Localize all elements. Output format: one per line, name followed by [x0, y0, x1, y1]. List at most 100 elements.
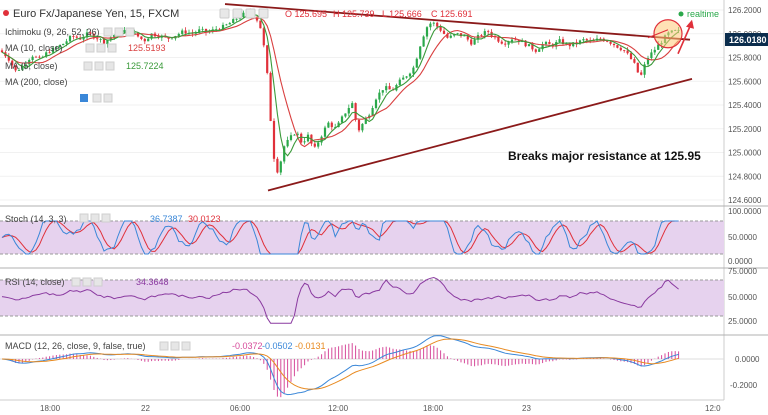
candle-body — [585, 39, 588, 41]
candle-body — [354, 103, 357, 120]
candle-body — [259, 20, 262, 29]
candle-body — [578, 40, 582, 44]
legend-controls[interactable] — [219, 8, 269, 19]
rsi-tick: 25.0000 — [728, 317, 757, 326]
symbol-title: Euro Fx/Japanese Yen, 15, FXCM — [13, 8, 179, 20]
candle-body — [255, 17, 259, 21]
ma5-gear-icon[interactable] — [94, 61, 104, 71]
macd-pane[interactable]: MACD (12, 26, close, 9, false, true) -0.… — [0, 335, 760, 398]
stoch-k-value: 36.7387 — [150, 214, 183, 224]
candle-body — [34, 56, 38, 58]
time-tick: 06:00 — [230, 404, 251, 413]
candle-body — [439, 26, 442, 31]
candle-body — [470, 39, 473, 45]
chart-legend: Euro Fx/Japanese Yen, 15, FXCM O 125.695… — [3, 8, 719, 103]
candle-body — [0, 50, 4, 53]
price-axis[interactable]: 126.2000126.0000125.8000125.6000125.4000… — [723, 0, 768, 400]
stoch-label: Stoch (14, 3, 3) — [5, 214, 67, 224]
candle-body — [388, 86, 391, 90]
resistance-trendline — [224, 3, 691, 41]
time-axis[interactable]: 18:00 22 06:00 12:00 18:00 23 06:00 12:0 — [0, 399, 724, 413]
candle-body — [85, 32, 89, 38]
rsi-close-icon[interactable] — [93, 277, 103, 287]
ma10-close-icon[interactable] — [107, 43, 117, 53]
realtime-dot-icon — [678, 11, 684, 17]
moving-average-lines — [1, 14, 679, 157]
ma10-value: 125.5193 — [128, 43, 166, 53]
stoch-gear-icon[interactable] — [90, 213, 100, 223]
ichimoku-eye-icon[interactable] — [103, 27, 113, 37]
candle-body — [650, 52, 653, 59]
candle-body — [466, 35, 469, 40]
ma5-eye-icon[interactable] — [83, 61, 93, 71]
gear-icon[interactable] — [232, 8, 243, 19]
time-tick: 06:00 — [612, 404, 633, 413]
stoch-tick: 100.0000 — [728, 207, 762, 216]
ma200-gear-icon[interactable] — [92, 93, 102, 103]
rsi-eye-icon[interactable] — [71, 277, 81, 287]
candle-body — [623, 50, 626, 51]
close-icon[interactable] — [245, 8, 256, 19]
ma5-close-icon[interactable] — [105, 61, 115, 71]
trendlines — [224, 3, 693, 192]
stoch-pane[interactable]: Stoch (14, 3, 3) 36.7387 30.0123 100.000… — [0, 207, 762, 266]
candle-body — [561, 39, 565, 45]
rsi-gear-icon[interactable] — [82, 277, 92, 287]
ma200-eye-icon[interactable] — [80, 94, 88, 102]
candle-body — [147, 38, 150, 42]
candle-body — [500, 41, 503, 44]
candle-body — [599, 38, 602, 40]
candle-body — [657, 44, 660, 50]
stoch-close-icon[interactable] — [101, 213, 111, 223]
ichimoku-label: Ichimoku (9, 26, 52, 26) — [5, 27, 100, 37]
candle-body — [592, 40, 595, 42]
candle-body — [106, 39, 109, 45]
candle-body — [565, 43, 568, 45]
stoch-eye-icon[interactable] — [79, 213, 89, 223]
candle-body — [143, 38, 146, 42]
ma200-close-icon[interactable] — [103, 93, 113, 103]
macd-signal-line — [1, 338, 679, 390]
candle-body — [68, 36, 72, 42]
candle-body — [531, 44, 534, 50]
candle-body — [419, 46, 422, 59]
ichimoku-gear-icon[interactable] — [114, 27, 124, 37]
ohlc-open: O 125.695 — [285, 9, 327, 19]
more-icon[interactable] — [258, 8, 269, 19]
macd-eye-icon[interactable] — [159, 341, 169, 351]
candle-body — [351, 103, 354, 109]
candle-body — [480, 35, 483, 36]
candle-body — [463, 35, 466, 37]
ma5-controls[interactable] — [83, 61, 115, 71]
candle-body — [538, 49, 541, 52]
candle-body — [327, 122, 330, 128]
candle-body — [235, 18, 238, 20]
candle-body — [612, 43, 616, 46]
stoch-tick: 50.0000 — [728, 233, 757, 242]
macd-gear-icon[interactable] — [170, 341, 180, 351]
candle-body — [422, 36, 425, 47]
candle-body — [330, 122, 333, 128]
ma10-controls[interactable] — [85, 43, 117, 53]
support-trendline — [267, 78, 693, 192]
ohlc-low: L 125.666 — [382, 9, 422, 19]
macd-signal-value: -0.0131 — [295, 341, 326, 351]
candle-body — [412, 67, 415, 74]
candle-body — [459, 33, 463, 37]
price-pane[interactable]: Breaks major resistance at 125.95 — [0, 0, 724, 205]
ma200-controls[interactable] — [80, 93, 113, 103]
candle-body — [541, 44, 544, 50]
candle-body — [279, 161, 282, 173]
candle-body — [640, 72, 643, 75]
rsi-pane[interactable]: RSI (14, close) 34.3648 75.0000 50.0000 … — [0, 267, 757, 326]
macd-histogram — [4, 343, 680, 398]
ichimoku-controls[interactable] — [103, 27, 135, 37]
candle-body — [296, 133, 299, 135]
eye-icon[interactable] — [219, 8, 230, 19]
ichimoku-close-icon[interactable] — [125, 27, 135, 37]
ma10-gear-icon[interactable] — [96, 43, 106, 53]
ma10-eye-icon[interactable] — [85, 43, 95, 53]
candle-body — [456, 33, 459, 34]
macd-close-icon[interactable] — [181, 341, 191, 351]
